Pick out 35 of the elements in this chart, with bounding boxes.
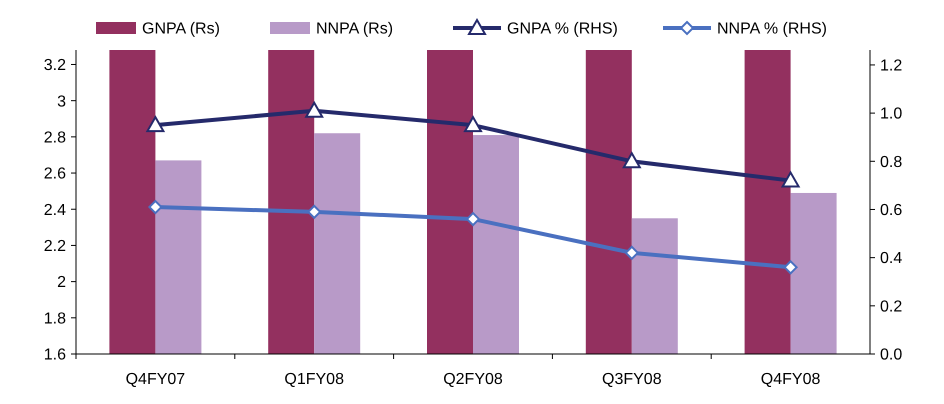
point bbox=[148, 200, 162, 214]
y-tick-label: 1.8 bbox=[44, 310, 66, 328]
y2-tick-label: 0.8 bbox=[880, 154, 902, 171]
legend-label: NNPA (Rs) bbox=[316, 20, 394, 38]
legend-label: GNPA (Rs) bbox=[142, 20, 220, 38]
point bbox=[784, 260, 798, 274]
point bbox=[624, 246, 639, 260]
x-tick-label: Q3FY08 bbox=[602, 371, 662, 388]
point bbox=[307, 204, 322, 219]
y-tick-label: 2.4 bbox=[44, 202, 66, 219]
y-tick-label: 2.8 bbox=[44, 129, 66, 146]
x-tick-label: Q2FY08 bbox=[443, 371, 503, 388]
y2-tick-label: 0.6 bbox=[880, 202, 902, 220]
point bbox=[146, 116, 164, 132]
point bbox=[782, 172, 800, 188]
y-tick-label: 2 bbox=[57, 274, 66, 292]
y-tick-label: 3 bbox=[57, 93, 66, 110]
x-tick-label: Q4FY08 bbox=[760, 371, 820, 388]
point bbox=[464, 116, 482, 132]
y2-tick-label: 1.2 bbox=[880, 58, 902, 75]
legend-label: GNPA % (RHS) bbox=[507, 20, 618, 38]
y2-tick-label: 0.2 bbox=[880, 298, 902, 316]
point bbox=[305, 102, 324, 118]
y2-tick-label: 1.0 bbox=[880, 106, 902, 123]
x-tick-label: Q1FY08 bbox=[284, 371, 344, 388]
y-tick-label: 3.2 bbox=[44, 57, 66, 74]
y-tick-label: 2.2 bbox=[44, 238, 66, 256]
y2-tick-label: 0.0 bbox=[880, 346, 902, 364]
point bbox=[622, 152, 641, 168]
y-tick-label: 1.6 bbox=[44, 346, 66, 364]
x-tick-label: Q4FY07 bbox=[126, 371, 186, 388]
point bbox=[466, 212, 480, 226]
y-tick-label: 2.6 bbox=[44, 166, 66, 183]
legend-label: NNPA % (RHS) bbox=[717, 20, 827, 38]
y2-tick-label: 0.4 bbox=[880, 250, 902, 268]
